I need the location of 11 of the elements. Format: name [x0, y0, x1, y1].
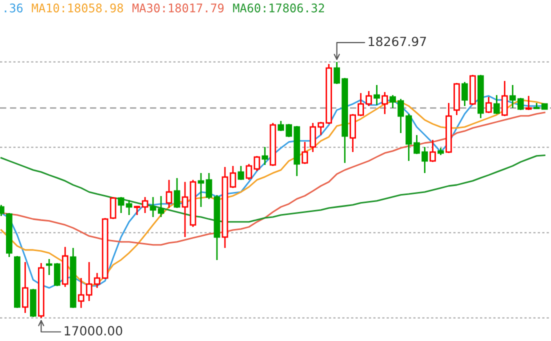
annotation: 18267.97: [368, 36, 426, 46]
text: MA30:18017.79: [132, 4, 224, 12]
candlestick: [222, 166, 228, 249]
candlestick: [22, 261, 28, 314]
candlestick: [182, 181, 188, 238]
text: MA10:18058.98: [32, 4, 124, 12]
text: MA60:17806.32: [233, 4, 324, 12]
candlestick: [262, 146, 268, 166]
candlestick: [374, 84, 380, 106]
text: .36: [4, 4, 23, 12]
annotation: 17000.00: [64, 326, 122, 336]
